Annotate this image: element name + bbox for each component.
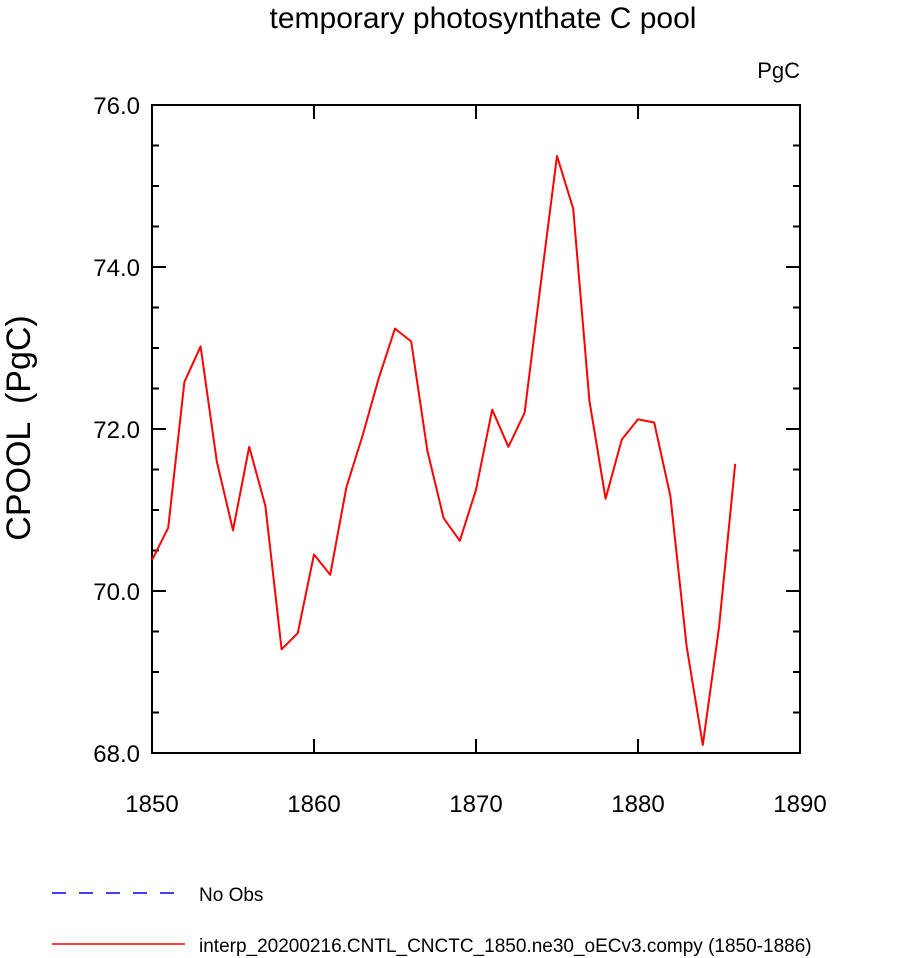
chart-title: temporary photosynthate C pool [270, 2, 697, 35]
units-label: PgC [757, 58, 800, 83]
axis-tick-labels: 1850 1860 1870 1880 1890 68.0 70.0 72.0 74.0 76.0 [93, 93, 826, 818]
x-tick-label: 1890 [773, 791, 826, 818]
legend: No Obs interp_20200216.CNTL_CNCTC_1850.ne… [52, 885, 812, 957]
x-tick-label: 1880 [611, 791, 664, 818]
y-tick-label: 68.0 [93, 741, 140, 768]
x-tick-label: 1870 [449, 791, 502, 818]
axis-ticks [151, 104, 801, 754]
legend-label: interp_20200216.CNTL_CNCTC_1850.ne30_oEC… [199, 936, 812, 957]
plot-frame [151, 104, 801, 754]
y-axis-label: CPOOL (PgC) [0, 315, 38, 540]
y-tick-label: 72.0 [93, 417, 140, 444]
series-layer [151, 155, 737, 746]
y-tick-label: 74.0 [93, 255, 140, 282]
x-tick-label: 1860 [287, 791, 340, 818]
series-line [151, 155, 737, 746]
legend-label: No Obs [199, 885, 263, 906]
x-tick-label: 1850 [125, 791, 178, 818]
y-tick-label: 76.0 [93, 93, 140, 120]
y-tick-label: 70.0 [93, 579, 140, 606]
